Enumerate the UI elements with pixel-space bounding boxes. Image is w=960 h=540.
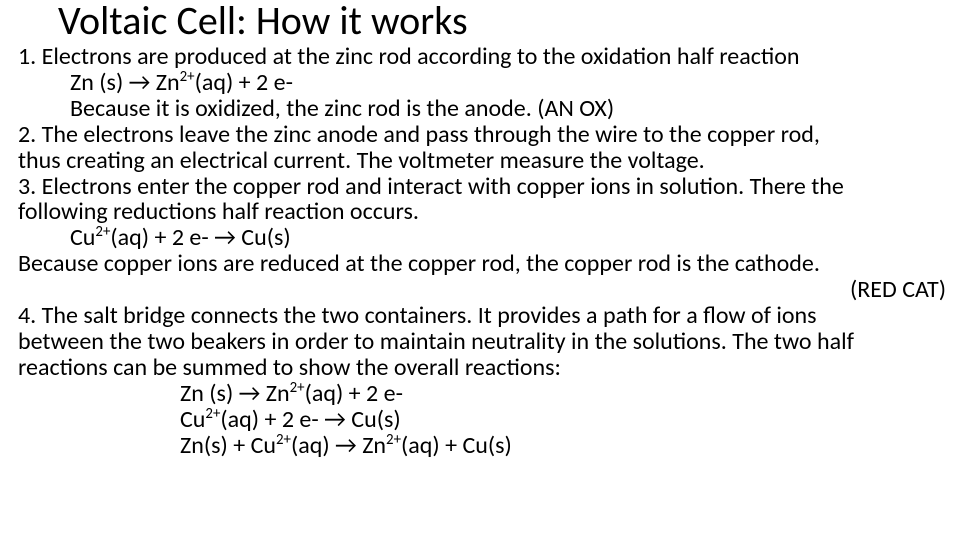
equation-sum-1: Zn (s) → Zn2+(aq) + 2 e- [18,381,948,407]
equation-oxidation: Zn (s) → Zn2+(aq) + 2 e- [18,70,948,96]
eq-text: (aq) + 2 e- [195,68,293,97]
eq-superscript: 2+ [276,430,291,448]
step-1-line-2: Because it is oxidized, the zinc rod is … [18,96,948,122]
equation-sum-2: Cu2+(aq) + 2 e- → Cu(s) [18,407,948,433]
eq-superscript: 2+ [180,67,195,85]
eq-text: (aq) → Zn [291,431,386,460]
eq-text: (aq) + 2 e- → Cu(s) [110,223,290,252]
step-3-line-2: following reductions half reaction occur… [18,199,948,225]
eq-text: (aq) + 2 e- [305,379,403,408]
slide-title: Voltaic Cell: How it works [58,0,468,45]
eq-text: Cu [180,405,205,434]
step-3-line-3: Because copper ions are reduced at the c… [18,251,948,277]
step-2-line-1: 2. The electrons leave the zinc anode an… [18,122,948,148]
step-4-line-2: between the two beakers in order to main… [18,329,948,355]
slide-body: 1. Electrons are produced at the zinc ro… [18,44,948,459]
eq-text: Zn (s) → Zn [180,379,290,408]
eq-text: Cu [70,223,95,252]
eq-text: (aq) + 2 e- → Cu(s) [220,405,400,434]
equation-overall: Zn(s) + Cu2+(aq) → Zn2+(aq) + Cu(s) [18,433,948,459]
eq-superscript: 2+ [290,378,305,396]
eq-text: Zn(s) + Cu [180,431,276,460]
step-4-line-3: reactions can be summed to show the over… [18,355,948,381]
eq-superscript: 2+ [95,222,110,240]
step-1-line-1: 1. Electrons are produced at the zinc ro… [18,44,948,70]
eq-text: Zn (s) → Zn [70,68,180,97]
step-3-line-1: 3. Electrons enter the copper rod and in… [18,174,948,200]
step-4-line-1: 4. The salt bridge connects the two cont… [18,303,948,329]
equation-reduction: Cu2+(aq) + 2 e- → Cu(s) [18,225,948,251]
step-2-line-2: thus creating an electrical current. The… [18,148,948,174]
eq-text: (aq) + Cu(s) [401,431,512,460]
eq-superscript: 2+ [205,404,220,422]
mnemonic-red-cat: (RED CAT) [18,277,948,303]
eq-superscript: 2+ [386,430,401,448]
